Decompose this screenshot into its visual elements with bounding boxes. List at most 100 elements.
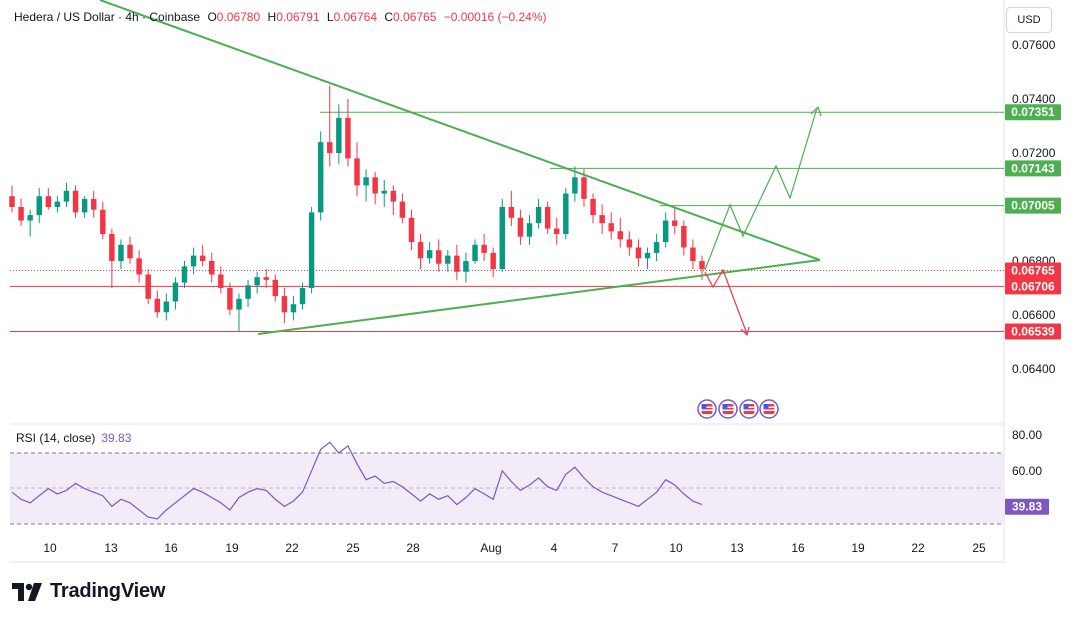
candle: [390, 190, 397, 202]
us-flag-canton-icon: [722, 404, 728, 409]
candle: [90, 198, 97, 210]
price-tag-label-support: 0.06706: [1011, 279, 1055, 293]
candle: [9, 196, 15, 207]
candle: [290, 304, 297, 313]
x-tick-label: 22: [911, 541, 925, 555]
rsi-header[interactable]: RSI (14, close) 39.83: [16, 431, 131, 445]
candle: [626, 239, 633, 248]
candle: [245, 285, 251, 299]
x-tick-label: 22: [285, 541, 299, 555]
candle: [426, 250, 433, 259]
candle: [181, 266, 188, 283]
candle: [209, 261, 215, 275]
bearish-arrowhead: [740, 326, 750, 337]
triangle-upper-trendline: [99, 0, 821, 261]
candle: [236, 298, 242, 310]
high-label: H: [267, 10, 277, 24]
candle: [254, 277, 260, 286]
candle: [590, 198, 596, 216]
candle: [227, 288, 233, 310]
candle: [417, 242, 424, 259]
close-value: 0.06765: [393, 10, 437, 24]
candle: [145, 274, 151, 299]
candle: [109, 234, 115, 261]
candle: [199, 255, 206, 261]
candle: [481, 244, 487, 253]
x-tick-label: 7: [612, 541, 619, 555]
price-tag-label-resistance: 0.07143: [1011, 161, 1055, 175]
y-tick-label: 0.07400: [1012, 92, 1056, 106]
candle: [345, 117, 351, 159]
price-tag-label-resistance: 0.07351: [1011, 105, 1055, 119]
us-flag-stripe-icon: [743, 406, 755, 408]
candle: [354, 158, 360, 186]
candle: [136, 258, 142, 275]
candle: [317, 142, 324, 213]
us-flag-stripe-icon: [722, 409, 734, 411]
candle: [72, 190, 79, 213]
economic-event-icon[interactable]: [739, 399, 759, 419]
candle: [490, 252, 496, 270]
chart-header: Hedera / US Dollar · 4h · Coinbase O0.06…: [14, 10, 551, 24]
candle: [372, 177, 378, 194]
price-tag-support: [1005, 278, 1061, 295]
candle: [572, 177, 578, 194]
us-flag-stripe-icon: [743, 409, 755, 411]
economic-event-icon[interactable]: [697, 399, 717, 419]
rsi-header-value: 39.83: [101, 431, 132, 445]
bullish-projection-path: [704, 107, 818, 271]
candle: [272, 279, 279, 297]
candle: [463, 261, 469, 272]
candle: [218, 274, 224, 288]
triangle-lower-trendline: [257, 259, 821, 335]
symbol-title[interactable]: Hedera / US Dollar · 4h · Coinbase: [14, 10, 201, 24]
candle: [581, 177, 587, 199]
candle: [690, 247, 696, 261]
bullish-arrowhead: [810, 105, 822, 117]
y-tick-label: 0.07600: [1012, 38, 1056, 52]
price-tag-resistance: [1005, 160, 1061, 177]
us-flag-stripe-icon: [722, 406, 734, 408]
candle: [681, 225, 687, 248]
candle: [336, 117, 342, 153]
price-tag-resistance: [1005, 104, 1061, 121]
bearish-projection-path: [704, 268, 748, 335]
candle: [517, 217, 524, 237]
candle: [299, 288, 306, 305]
x-tick-label: 13: [730, 541, 744, 555]
us-flag-stripe-icon: [701, 409, 713, 411]
price-tag-label-last: 0.06765: [1011, 263, 1055, 277]
currency-selector[interactable]: USD: [1006, 7, 1052, 33]
candle: [535, 207, 542, 224]
candle: [454, 255, 460, 272]
x-tick-label: 19: [851, 541, 865, 555]
x-tick-label: 4: [551, 541, 558, 555]
candle: [163, 301, 170, 313]
low-value: 0.06764: [333, 10, 377, 24]
candle: [100, 209, 106, 234]
change-value: −0.00016 (−0.24%): [443, 10, 547, 24]
tradingview-logo[interactable]: TradingView: [12, 580, 165, 603]
candle: [699, 261, 705, 270]
us-flag-canton-icon: [701, 404, 707, 409]
candle: [662, 220, 669, 243]
x-tick-label: 16: [164, 541, 178, 555]
rsi-y-tick-label: 80.00: [1012, 428, 1042, 442]
candle: [308, 212, 315, 288]
candle: [435, 250, 442, 264]
candle: [172, 282, 179, 302]
low-label: L: [326, 10, 334, 24]
price-tag-resistance: [1005, 197, 1061, 214]
us-flag-canton-icon: [743, 404, 749, 409]
x-tick-label: Aug: [480, 541, 501, 555]
close-label: C: [384, 10, 394, 24]
x-tick-label: 10: [669, 541, 683, 555]
candle: [672, 220, 678, 226]
us-flag-canton-icon: [763, 404, 769, 409]
candle: [154, 298, 160, 313]
economic-event-icon[interactable]: [759, 399, 779, 419]
rsi-y-tick-label: 60.00: [1012, 464, 1042, 478]
economic-event-icon[interactable]: [718, 399, 738, 419]
candle: [190, 255, 197, 267]
